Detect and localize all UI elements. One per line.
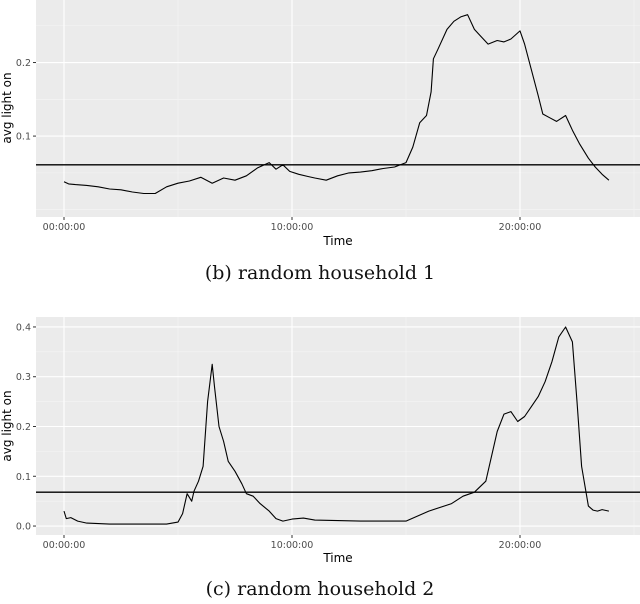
y-tick-label: 0.0	[16, 522, 31, 533]
line-chart-household-1: 0.1 0.2 00:00:00 10:00:00 20:00:00 Time avg…	[0, 0, 640, 248]
y-axis-ticks: 0.1 0.2	[16, 58, 36, 143]
x-tick-label: 20:00:00	[499, 540, 542, 551]
y-tick-label: 0.1	[16, 132, 31, 143]
data-line	[63, 14, 610, 195]
x-axis-ticks: 00:00:00 10:00:00 20:00:00	[43, 217, 542, 233]
y-axis-title: avg light on	[0, 72, 14, 143]
chart-panel-household-1: 0.1 0.2 00:00:00 10:00:00 20:00:00 Time avg…	[0, 0, 640, 290]
x-tick-label: 10:00:00	[271, 540, 314, 551]
y-tick-label: 0.4	[16, 322, 31, 333]
line-chart-household-2: 0.0 0.1 0.2 0.3 0.4 00:00:00 10:00:00 20:00:00…	[0, 317, 640, 565]
major-grid	[36, 0, 640, 217]
y-tick-label: 0.2	[16, 58, 31, 69]
y-tick-label: 0.2	[16, 422, 31, 433]
x-axis-title: Time	[322, 551, 352, 565]
plot-background	[36, 0, 640, 217]
figure-caption-c: (c) random household 2	[205, 578, 435, 600]
y-axis-title: avg light on	[0, 390, 14, 461]
chart-panel-household-2: 0.0 0.1 0.2 0.3 0.4 00:00:00 10:00:00 20:00:00…	[0, 304, 640, 604]
y-tick-label: 0.3	[16, 372, 31, 383]
x-tick-label: 10:00:00	[271, 222, 314, 233]
x-tick-label: 00:00:00	[43, 222, 86, 233]
x-axis-ticks: 00:00:00 10:00:00 20:00:00	[43, 535, 542, 551]
minor-grid	[36, 0, 640, 217]
data-line	[63, 326, 610, 525]
x-axis-title: Time	[322, 234, 352, 248]
x-tick-label: 20:00:00	[499, 222, 542, 233]
minor-grid	[36, 317, 640, 535]
x-tick-label: 00:00:00	[43, 540, 86, 551]
major-grid	[36, 317, 640, 535]
figure-caption-b: (b) random household 1	[204, 262, 436, 284]
y-tick-label: 0.1	[16, 472, 31, 483]
y-axis-ticks: 0.0 0.1 0.2 0.3 0.4	[16, 322, 36, 533]
